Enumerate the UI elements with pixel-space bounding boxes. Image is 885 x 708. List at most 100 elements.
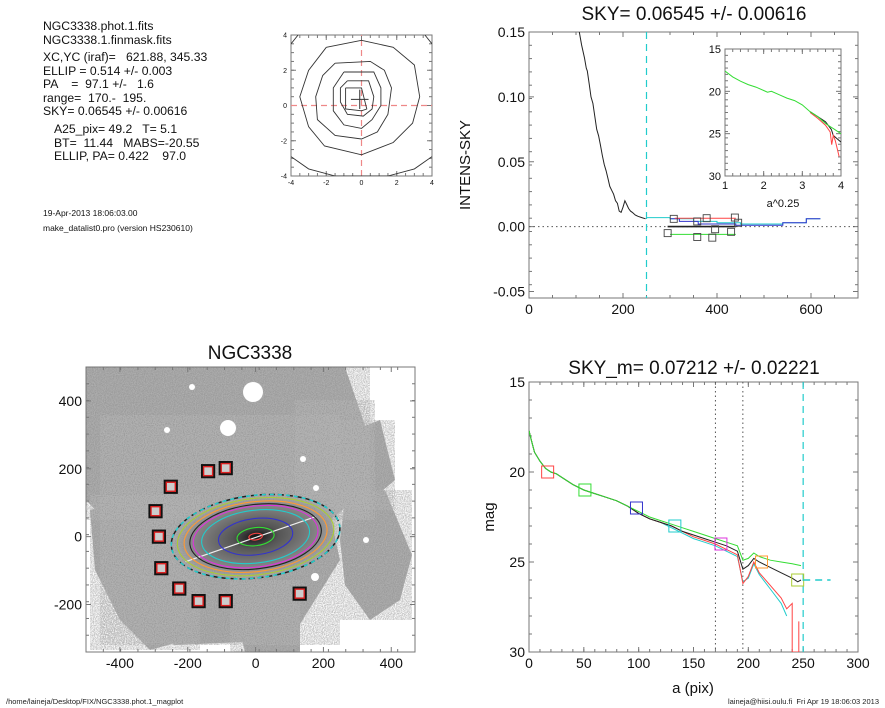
param-center: XC,YC (iraf)= 621.88, 345.33: [43, 50, 208, 64]
isophote-ellipse: [217, 517, 294, 556]
contour-ytick-label: 4: [283, 33, 287, 40]
derived-bt: BT= 11.44 MABS=-20.55: [54, 135, 200, 150]
sky-box-outer: [151, 529, 167, 544]
derived-ellip-pa: ELLIP, PA= 0.422 97.0: [54, 149, 187, 163]
masked-star: [164, 427, 170, 433]
isophote-ellipse: [236, 526, 275, 547]
sky-box: [220, 462, 231, 474]
contour-line: [291, 156, 432, 176]
file-name-phot: NGC3338.phot.1.fits: [43, 19, 154, 33]
image-tile-noise: [340, 490, 412, 620]
contour-xtick-label: 4: [430, 180, 434, 187]
intens-xtick-label: 200: [611, 301, 635, 317]
sky-box-outer: [163, 479, 178, 494]
intens-ylabel: INTENS-SKY: [457, 120, 474, 210]
contour-line: [424, 35, 432, 45]
sky-sample-square: [663, 229, 672, 238]
intens-ytick-label: -0.05: [493, 284, 525, 300]
param-sky: SKY= 0.06545 +/- 0.00616: [43, 104, 188, 118]
mag-frame: [528, 381, 859, 653]
sky-box: [153, 531, 165, 542]
inset-ytick-label: 15: [709, 44, 721, 56]
marker-square: [668, 519, 682, 533]
image-tile-noise: [230, 580, 300, 652]
isophote-ellipse: [192, 504, 319, 569]
contour-line: [291, 35, 299, 45]
mag-xtick-label: 300: [846, 655, 870, 671]
masked-star: [300, 456, 306, 462]
marker-square: [578, 483, 592, 497]
isophote-ellipse: [248, 532, 263, 541]
galaxy-xtick-label: 0: [252, 655, 260, 671]
inset-ytick-label: 30: [709, 171, 721, 183]
inset-data: [725, 70, 841, 157]
sky-sample-square: [693, 217, 702, 226]
masked-star: [363, 537, 369, 543]
inset-xtick-label: 4: [838, 180, 844, 192]
param-range: range= 170.- 195.: [43, 90, 147, 105]
sky-box: [174, 583, 185, 594]
image-tile-noise: [330, 420, 395, 510]
sky-box-outer: [148, 504, 163, 519]
inset-profile-plot: 1 2 3 4 15 20 25 30: [709, 44, 844, 192]
series-blue-step: [670, 218, 821, 226]
contour-ytick-label: -2: [281, 138, 287, 145]
sky-box-outer: [191, 594, 206, 609]
galaxy-ytick-label: 400: [59, 393, 83, 409]
mag-title: SKY_m= 0.07212 +/- 0.02221: [568, 358, 819, 379]
mag-ytick-label: 25: [509, 554, 525, 570]
mag-ytick-label: 30: [509, 644, 525, 660]
galaxy-title: NGC3338: [208, 343, 293, 364]
galaxy-image: [86, 367, 412, 652]
inset-series-green: [725, 70, 841, 135]
contour-xtick-label: 0: [360, 180, 364, 187]
intens-ytick-label: 0.00: [498, 219, 525, 235]
contour-line: [339, 80, 375, 117]
sky-box-outer: [292, 586, 307, 601]
mag-ylabel: mag: [481, 502, 498, 531]
galaxy-ytick-label: 200: [59, 461, 83, 477]
isophote-ellipse: [183, 500, 328, 573]
series-green: [529, 430, 802, 567]
sky-sample-square: [727, 227, 736, 236]
galaxy-image-plot: -400 -200 0 200 400 -200 0 200 400: [54, 366, 416, 671]
program-version: make_datalist0.pro (version HS230610): [43, 223, 193, 233]
sky-sample-square: [708, 233, 717, 242]
contour-ytick-label: 0: [283, 103, 287, 110]
mag-xlabel: a (pix): [672, 680, 714, 697]
isophote-ellipse: [176, 496, 335, 577]
sky-box: [220, 595, 231, 607]
contour-line: [332, 71, 382, 129]
magnitude-profile-plot: 0 50 100 150 200 250 300 15 20 25 30: [509, 374, 869, 671]
sky-sample-square: [702, 214, 711, 223]
series-red: [529, 430, 800, 652]
derived-a25: A25_pix= 49.2 T= 5.1: [54, 122, 178, 136]
sky-sample-square: [711, 225, 720, 234]
inset-xtick-label: 3: [799, 180, 805, 192]
sky-sample-square: [693, 233, 702, 241]
contour-lines: [291, 35, 432, 176]
contour-ytick-label: -4: [281, 174, 287, 181]
contour-xtick-label: -4: [288, 180, 294, 187]
intens-ytick-label: 0.10: [498, 89, 525, 105]
intens-xtick-label: 400: [705, 301, 729, 317]
inset-xtick-label: 2: [761, 180, 767, 192]
contour-plot: -4 -2 0 2 4 -4 -2 0 2 4: [281, 33, 434, 187]
footer-user-time: laineja@hiisi.oulu.fi Fri Apr 19 18:06:0…: [727, 697, 879, 706]
sky-box: [156, 562, 167, 574]
param-pa: PA = 97.1 +/- 1.6: [43, 77, 154, 91]
sky-box-outer: [218, 461, 233, 476]
marker-square: [629, 501, 643, 515]
param-ellip: ELLIP = 0.514 +/- 0.003: [43, 63, 173, 78]
intens-title: SKY= 0.06545 +/- 0.00616: [581, 4, 806, 25]
galaxy-ytick-label: 0: [74, 529, 82, 545]
galaxy-ytick-label: -200: [54, 597, 82, 613]
marker-square: [791, 573, 805, 587]
sky-box: [165, 481, 176, 492]
sky-sample-square: [669, 214, 678, 223]
galaxy-xtick-label: -400: [106, 655, 134, 671]
contour-line: [345, 87, 368, 112]
intens-ytick-label: 0.15: [498, 24, 525, 40]
contour-xtick-label: -2: [323, 180, 329, 187]
